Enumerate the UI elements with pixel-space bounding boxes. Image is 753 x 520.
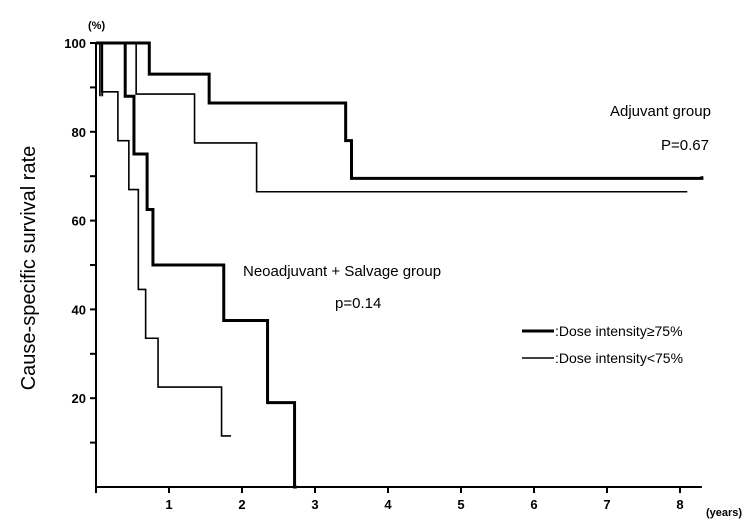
series-adjuvant-thick [96, 41, 704, 180]
x-tick-label: 1 [165, 497, 172, 512]
series-adjuvant-thin [96, 42, 688, 193]
series-layer [96, 41, 704, 489]
legend-label-thick: :Dose intensity≥75% [555, 323, 683, 339]
y-tick-label: 20 [72, 391, 86, 406]
y-tick-label: 60 [72, 214, 86, 229]
y-unit-label: (%) [88, 20, 105, 32]
annotation-neoadjuvant-group: Neoadjuvant + Salvage group [243, 263, 441, 280]
legend-label-thin: :Dose intensity<75% [555, 350, 683, 366]
series-neoadjuvant_salvage-thick [96, 41, 297, 489]
x-tick-label: 4 [384, 497, 392, 512]
y-tick-label: 80 [72, 125, 86, 140]
x-tick-label: 2 [238, 497, 245, 512]
x-unit-label: (years) [706, 507, 742, 519]
x-tick-label: 8 [676, 497, 683, 512]
y-tick-label: 100 [64, 36, 86, 51]
x-tick-label: 7 [603, 497, 610, 512]
annotation-adjuvant-p: P=0.67 [661, 137, 709, 154]
legend: :Dose intensity≥75% :Dose intensity<75% [522, 323, 683, 366]
y-tick-label: 40 [72, 302, 86, 317]
x-tick-label: 5 [457, 497, 464, 512]
axes: 20 40 60 80 100 1 2 3 4 5 6 7 8 [64, 36, 702, 512]
series-neoadjuvant_salvage-thin [96, 42, 232, 437]
x-tick-label: 6 [530, 497, 537, 512]
y-axis-title: Cause-specific survival rate [18, 146, 40, 391]
annotation-neoadjuvant-p: p=0.14 [335, 295, 381, 312]
x-tick-label: 3 [311, 497, 318, 512]
annotation-adjuvant-group: Adjuvant group [610, 103, 711, 120]
